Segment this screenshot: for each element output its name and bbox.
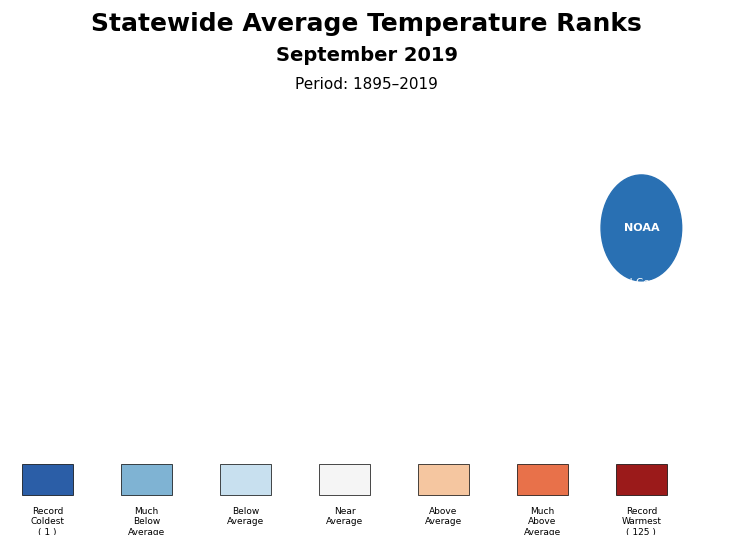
FancyBboxPatch shape [517, 464, 568, 495]
Text: Map requires cartopy: Map requires cartopy [198, 269, 374, 287]
Text: Period: 1895–2019: Period: 1895–2019 [295, 77, 438, 92]
Text: September 2019: September 2019 [276, 47, 457, 65]
FancyBboxPatch shape [220, 464, 271, 495]
FancyBboxPatch shape [616, 464, 667, 495]
Text: Much
Above
Average: Much Above Average [524, 507, 561, 535]
FancyBboxPatch shape [418, 464, 469, 495]
Text: Statewide Average Temperature Ranks: Statewide Average Temperature Ranks [91, 12, 642, 36]
FancyBboxPatch shape [22, 464, 73, 495]
Text: Record
Warmest
( 125 ): Record Warmest ( 125 ) [622, 507, 661, 535]
Text: Above
Average: Above Average [425, 507, 462, 526]
Text: Below
Average: Below Average [227, 507, 264, 526]
Text: Near
Average: Near Average [326, 507, 363, 526]
Text: NOAA: NOAA [624, 223, 659, 233]
FancyBboxPatch shape [319, 464, 370, 495]
Circle shape [601, 175, 682, 281]
Text: Much
Below
Average: Much Below Average [128, 507, 165, 535]
FancyBboxPatch shape [121, 464, 172, 495]
Text: National Centers for
Environmental
Information
Fri Oct  4 2019: National Centers for Environmental Infor… [589, 278, 694, 323]
Text: Record
Coldest
( 1 ): Record Coldest ( 1 ) [31, 507, 65, 535]
